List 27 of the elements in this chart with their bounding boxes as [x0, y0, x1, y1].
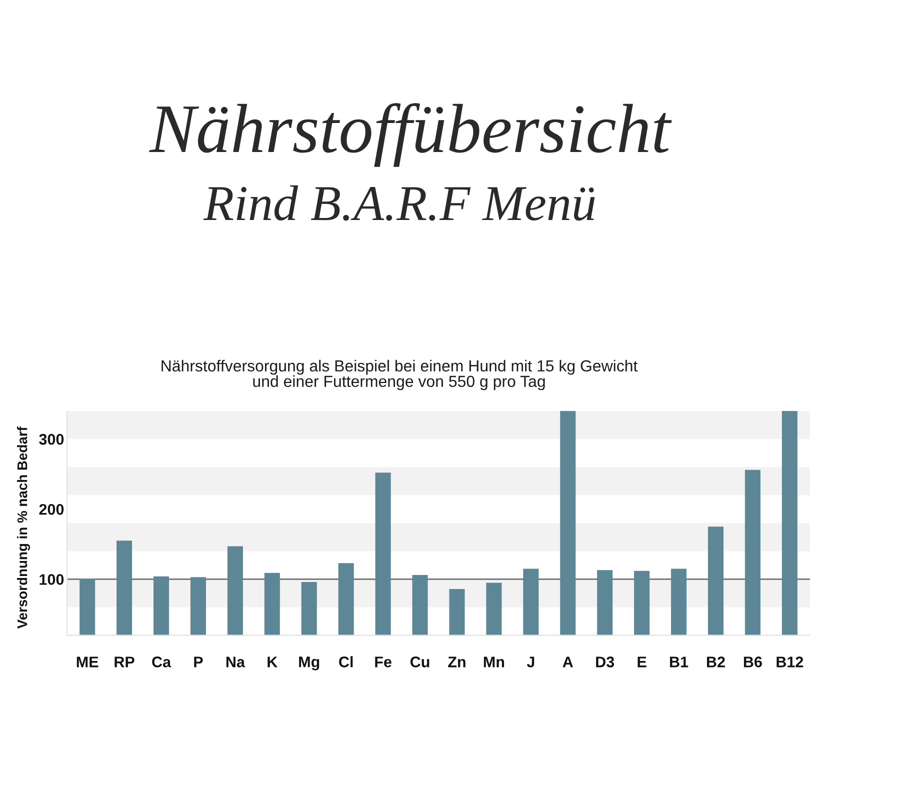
- x-tick-label: E: [638, 656, 646, 668]
- chart-subtitle: Rind B.A.R.F Menü: [203, 185, 595, 221]
- x-tick-label: D3: [596, 656, 614, 668]
- x-tick-label: Fe: [375, 656, 392, 668]
- chart-title: Nährstoffübersicht: [149, 103, 672, 167]
- x-tick-label: B1: [670, 656, 688, 668]
- x-tick-label: J: [526, 656, 534, 668]
- y-tick-label: 200: [39, 504, 64, 515]
- y-tick-label: 100: [40, 574, 64, 585]
- x-tick-label: ME: [76, 656, 98, 668]
- x-tick-label: Ca: [152, 656, 172, 668]
- x-tick-label: Zn: [448, 656, 466, 668]
- text: Nährstoffversorgung als Beispiel bei einem Hund mit 15 kg Gewicht und einer Futtermenge von 550 g pro Tag: [162, 360, 638, 390]
- x-tick-label: Mg: [299, 656, 320, 670]
- x-tick-label: B12: [776, 656, 804, 668]
- x-tick-label: Cl: [339, 656, 353, 668]
- x-tick-label: Na: [226, 656, 246, 668]
- x-tick-label: B2: [706, 656, 725, 668]
- x-tick-label: RP: [114, 656, 134, 668]
- x-tick-label: A: [562, 656, 573, 668]
- x-tick-label: Mn: [484, 656, 504, 668]
- x-tick-label: K: [268, 656, 278, 668]
- y-tick-label: 300: [39, 434, 64, 445]
- y-axis-title: Versordnung in % nach Bedarf: [16, 426, 30, 629]
- x-tick-label: P: [194, 656, 203, 668]
- x-tick-label: Cu: [410, 656, 430, 668]
- x-tick-label: B6: [744, 656, 762, 668]
